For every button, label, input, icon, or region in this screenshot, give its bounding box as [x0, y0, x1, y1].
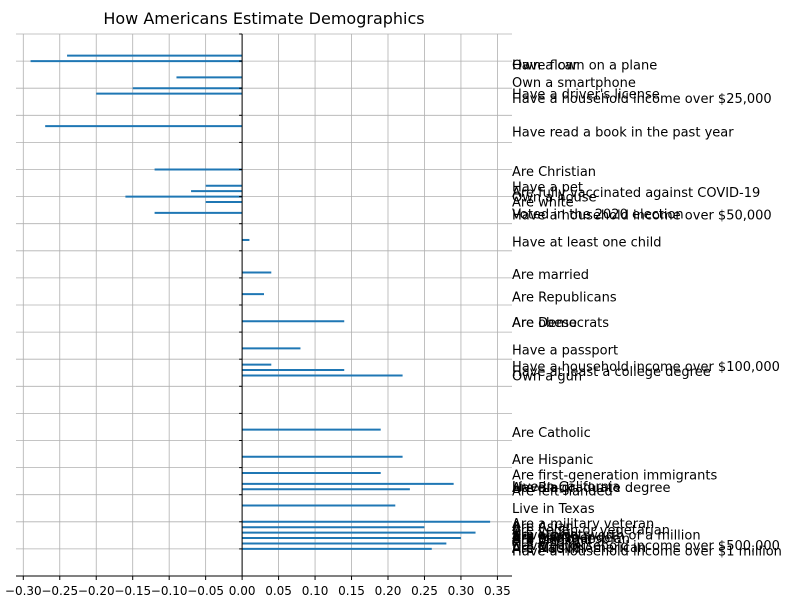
category-label: Own a gun — [512, 370, 582, 385]
bar-layer — [30, 54, 491, 550]
category-label: Live in Texas — [512, 502, 595, 517]
category-label: Have a household income over $1 million — [512, 545, 782, 560]
x-tick-label: 0.05 — [265, 584, 292, 598]
x-tick-label: −0.30 — [5, 584, 42, 598]
x-tick-label: 0.00 — [229, 584, 256, 598]
x-tick-label: −0.15 — [114, 584, 151, 598]
axis-layer: −0.30 −0.25 −0.20 −0.15 −0.10 −0.05 0.00 0.05 0.… — [5, 33, 512, 598]
x-tick-label: −0.20 — [78, 584, 115, 598]
category-label: Live in California — [512, 480, 620, 495]
category-label: Are Muslim — [512, 541, 584, 556]
category-label: Own a car — [512, 58, 578, 73]
x-tick-label: −0.25 — [41, 584, 78, 598]
category-label: Own a house — [512, 191, 597, 206]
category-label: Have at least a college degree — [512, 365, 711, 380]
category-label: Are Muslim — [512, 534, 584, 549]
category-label: Have a household income over $500,000 — [512, 539, 780, 554]
category-label: Own a smartphone — [512, 76, 636, 91]
category-label: Are Democrats — [512, 316, 609, 331]
category-label: Voted in the 2020 election — [512, 207, 684, 222]
category-label: Have a household income over $50,000 — [512, 209, 772, 224]
category-label: Have a household income over $25,000 — [512, 92, 772, 107]
category-label: Are gay or lesbian — [512, 532, 630, 547]
category-label: Have a pet — [512, 180, 583, 195]
category-label: Are left-handed — [512, 484, 613, 499]
x-tick-label: −0.10 — [151, 584, 188, 598]
x-tick-label: −0.05 — [187, 584, 224, 598]
category-label: Are Christian — [512, 165, 596, 180]
category-label: Are married — [512, 268, 589, 283]
category-label: Have read a book in the past year — [512, 126, 734, 141]
category-label: Have a household income over $100,000 — [512, 360, 780, 375]
category-label: Are Jewish — [512, 530, 579, 545]
category-label: Are Black — [512, 481, 574, 496]
category-label: Have at least one child — [512, 236, 662, 251]
category-label: Are atheists — [512, 528, 590, 543]
grid-layer — [16, 33, 512, 577]
x-tick-label: 0.25 — [411, 584, 438, 598]
category-label: Are Native American — [512, 541, 646, 556]
category-label: Are vegan or vegetarian — [512, 523, 670, 538]
category-label: Are first-generation immigrants — [512, 469, 717, 484]
x-tick-label: 0.15 — [338, 584, 365, 598]
category-label: Are Muslim — [512, 542, 584, 557]
category-label: Are Asian — [512, 520, 574, 535]
category-label: Have a graduate degree — [512, 481, 670, 496]
category-label: Are bisexual — [512, 533, 592, 548]
x-tick-label: 0.30 — [448, 584, 475, 598]
category-label: Have a passport — [512, 344, 618, 359]
category-label: Are Catholic — [512, 426, 591, 441]
category-label: Are obese — [512, 316, 577, 331]
category-label: Are white — [512, 196, 574, 211]
category-label: Have a net worth of a million — [512, 528, 701, 543]
category-label: Are a military veteran — [512, 517, 654, 532]
x-tick-label: 0.35 — [484, 584, 511, 598]
category-label: Have a driver's license — [512, 88, 660, 103]
category-label: Have flown on a plane — [512, 58, 657, 73]
x-tick-label: 0.20 — [375, 584, 402, 598]
category-label: Are transgender — [512, 531, 618, 546]
x-tick-label: 0.10 — [302, 584, 329, 598]
category-label: Are Hispanic — [512, 453, 593, 468]
category-label: Are fully vaccinated against COVID-19 — [512, 186, 760, 201]
chart-title: How Americans Estimate Demographics — [103, 9, 424, 28]
category-label: Are Republicans — [512, 290, 617, 305]
